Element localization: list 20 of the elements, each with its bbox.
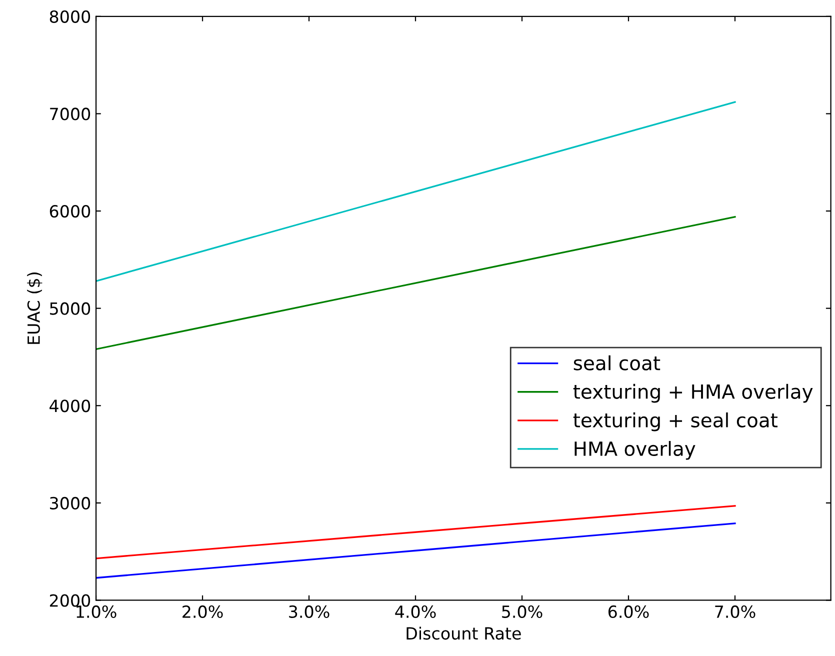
legend-label: texturing + seal coat xyxy=(573,412,778,432)
legend-label: texturing + HMA overlay xyxy=(573,384,813,403)
legend-label: seal coat xyxy=(574,355,660,370)
y-tick-label: 6000 xyxy=(50,204,90,218)
y-tick-label: 8000 xyxy=(50,10,90,23)
x-tick-label: 3.0% xyxy=(289,605,330,618)
y-tick-label: 2000 xyxy=(50,594,90,607)
x-tick-label: 7.0% xyxy=(715,605,756,618)
x-axis-title: Discount Rate xyxy=(406,626,521,640)
x-tick-label: 4.0% xyxy=(395,605,436,618)
y-tick-label: 7000 xyxy=(50,108,90,120)
x-tick-label: 1.0% xyxy=(76,605,116,618)
y-tick-label: 5000 xyxy=(50,302,90,315)
legend-label: HMA overlay xyxy=(574,440,696,460)
y-axis-title: EUAC ($) xyxy=(27,272,42,344)
x-tick-label: 6.0% xyxy=(608,605,649,618)
y-tick-label: 4000 xyxy=(50,400,90,412)
x-tick-label: 5.0% xyxy=(502,605,542,618)
y-tick-label: 3000 xyxy=(50,496,90,510)
x-tick-label: 2.0% xyxy=(182,605,223,618)
